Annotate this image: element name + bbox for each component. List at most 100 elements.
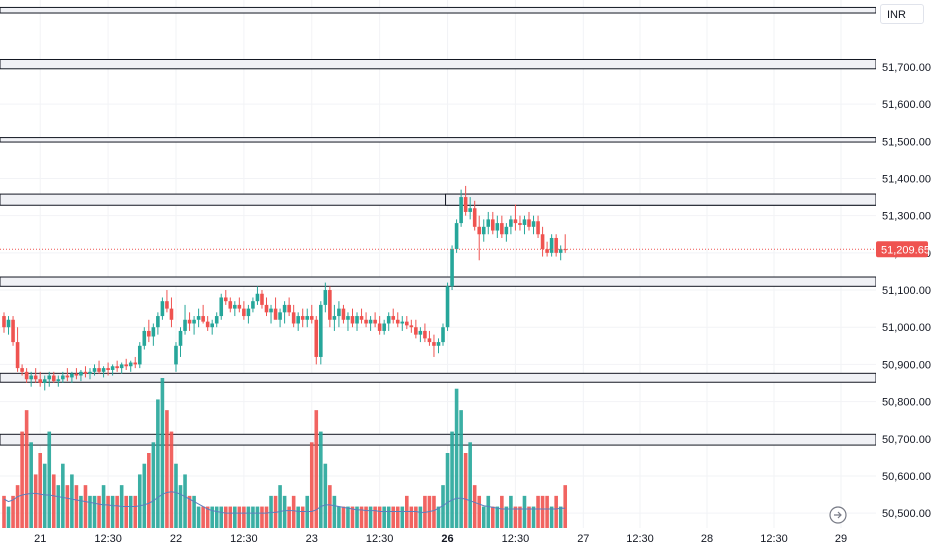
- candle-body: [97, 368, 101, 372]
- volume-bar: [196, 506, 201, 528]
- candle-body: [92, 368, 97, 372]
- candle-body: [323, 290, 328, 305]
- volume-bar: [97, 495, 101, 528]
- volume-moving-average-line: [3, 491, 566, 514]
- candle-body: [47, 375, 52, 380]
- volume-bar: [33, 474, 38, 528]
- candle-body: [509, 219, 513, 227]
- candle-body: [287, 304, 291, 313]
- volume-bar: [459, 410, 463, 528]
- candle-body: [382, 323, 386, 331]
- volume-bar: [545, 495, 549, 528]
- candle-body: [472, 208, 477, 227]
- candle-body: [38, 379, 43, 383]
- candle-body: [124, 364, 128, 367]
- candle-body: [377, 323, 382, 331]
- time-tick-label: 12:30: [626, 533, 654, 545]
- candle-body: [174, 345, 178, 365]
- volume-bar: [15, 485, 20, 528]
- candle-body: [101, 368, 106, 372]
- candle-body: [65, 375, 70, 378]
- time-axis[interactable]: 21 12:30 22 12:30 23 12:30 26 12:30 27 12:30 28 12:…: [0, 528, 876, 550]
- zone-rect: [445, 193, 877, 206]
- candle-body: [214, 316, 219, 324]
- candle-body: [223, 297, 228, 302]
- candle-body: [11, 319, 15, 343]
- volume-bar: [296, 506, 300, 528]
- volume-bar: [24, 410, 29, 528]
- volume-bar: [183, 474, 187, 528]
- volume-bar: [436, 506, 441, 528]
- candle-body: [29, 375, 33, 380]
- volume-bar: [391, 506, 396, 528]
- volume-bar: [133, 495, 138, 528]
- volume-bar: [61, 463, 65, 528]
- time-tick-label: 28: [701, 533, 713, 545]
- volume-bar: [242, 506, 246, 528]
- zone-rect: [0, 372, 877, 383]
- volume-bar: [74, 485, 79, 528]
- candle-body: [242, 308, 246, 317]
- volume-bar: [490, 506, 495, 528]
- volume-bar: [169, 431, 174, 528]
- time-tick-label: 29: [835, 533, 847, 545]
- volume-bar: [409, 506, 414, 528]
- time-tick-label: 12:30: [94, 533, 122, 545]
- volume-bar: [337, 506, 341, 528]
- candle-body: [423, 330, 427, 339]
- volume-bar: [418, 506, 423, 528]
- volume-bar: [192, 495, 196, 528]
- price-axis[interactable]: 51,700.00 51,600.00 51,500.00 51,400.00 51,3…: [876, 0, 932, 550]
- volume-bar: [128, 495, 133, 528]
- currency-selector[interactable]: INR: [880, 4, 924, 24]
- candle-body: [187, 319, 192, 324]
- volume-bar: [106, 495, 110, 528]
- candle-body: [314, 319, 319, 357]
- volume-bar: [56, 485, 61, 528]
- candle-body: [309, 316, 314, 320]
- volume-bar: [527, 506, 531, 528]
- scroll-to-realtime-button[interactable]: [828, 505, 848, 525]
- candle-body: [441, 327, 445, 343]
- volume-bar: [341, 506, 346, 528]
- last-price-marker: 51,209.65: [876, 241, 930, 258]
- candle-body: [418, 330, 423, 335]
- volume-bar: [237, 506, 242, 528]
- time-tick-label: 12:30: [502, 533, 530, 545]
- candle-body: [373, 319, 377, 324]
- volume-bar: [373, 506, 377, 528]
- time-tick-label: 23: [306, 533, 318, 545]
- candle-body: [518, 223, 522, 225]
- candle-body: [278, 312, 282, 320]
- candle-body: [255, 293, 260, 302]
- volume-bar: [246, 506, 251, 528]
- scroll-to-realtime-icon: [829, 506, 847, 524]
- candle-body: [432, 342, 436, 346]
- zone-rect: [0, 137, 877, 143]
- price-tick-label: 50,800.00: [882, 397, 931, 409]
- volume-bar: [38, 453, 43, 528]
- volume-bar: [319, 431, 323, 528]
- candle-body: [291, 312, 296, 324]
- volume-bar: [468, 442, 472, 528]
- volume-bar: [481, 506, 486, 528]
- price-tick-label: 51,600.00: [882, 99, 931, 111]
- volume-bar: [300, 506, 305, 528]
- candle-body: [305, 316, 310, 320]
- candle-body: [346, 316, 350, 320]
- candle-body: [56, 379, 61, 382]
- support-resistance-zones: [0, 6, 877, 446]
- volume-bar: [432, 495, 436, 528]
- currency-label: INR: [887, 9, 906, 21]
- candle-body: [20, 368, 24, 372]
- volume-bar: [42, 463, 47, 528]
- candle-body: [486, 219, 491, 227]
- volume-bar: [287, 506, 291, 528]
- volume-bar: [174, 463, 178, 528]
- candle-body: [355, 316, 359, 324]
- candle-body: [251, 301, 255, 309]
- price-tick-label: 51,700.00: [882, 62, 931, 74]
- volume-bar: [350, 506, 355, 528]
- volume-bar: [70, 474, 74, 528]
